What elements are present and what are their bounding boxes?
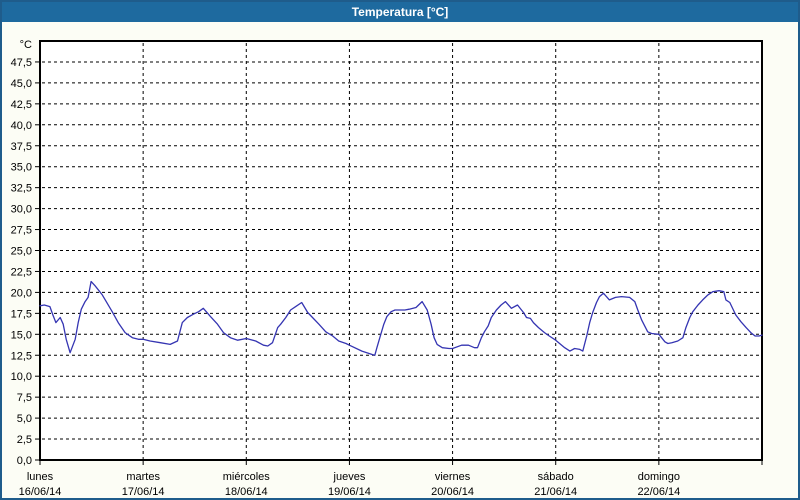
- y-tick-label: 0,0: [17, 455, 32, 467]
- x-day-name-label: lunes: [27, 471, 54, 483]
- y-tick-label: 25,0: [11, 246, 32, 258]
- plot-area: [39, 40, 763, 461]
- y-tick-label: 42,5: [11, 99, 32, 111]
- x-day-date-label: 20/06/14: [431, 486, 474, 498]
- x-day-name-label: sábado: [538, 471, 574, 483]
- y-axis-unit-label: °C: [20, 39, 32, 51]
- y-tick-label: 32,5: [11, 183, 32, 195]
- y-tick-label: 17,5: [11, 308, 32, 320]
- window-title: Temperatura [°C]: [351, 5, 449, 19]
- y-tick-label: 22,5: [11, 266, 32, 278]
- x-day-date-label: 19/06/14: [328, 486, 371, 498]
- y-tick-label: 5,0: [17, 413, 32, 425]
- y-tick-label: 35,0: [11, 162, 32, 174]
- x-day-date-label: 22/06/14: [637, 486, 680, 498]
- y-tick-label: 40,0: [11, 120, 32, 132]
- y-tick-label: 12,5: [11, 350, 32, 362]
- y-tick-label: 30,0: [11, 204, 32, 216]
- y-tick-label: 37,5: [11, 141, 32, 153]
- x-day-name-label: viernes: [435, 471, 471, 483]
- x-day-name-label: martes: [126, 471, 160, 483]
- y-tick-label: 15,0: [11, 329, 32, 341]
- y-tick-label: 20,0: [11, 287, 32, 299]
- x-day-name-label: jueves: [333, 471, 366, 483]
- y-tick-label: 27,5: [11, 225, 32, 237]
- y-tick-label: 7,5: [17, 392, 32, 404]
- x-day-date-label: 21/06/14: [534, 486, 577, 498]
- temperature-line: [39, 280, 763, 356]
- x-day-date-label: 16/06/14: [19, 486, 62, 498]
- y-tick-label: 47,5: [11, 57, 32, 69]
- y-tick-label: 2,5: [17, 434, 32, 446]
- window-titlebar[interactable]: Temperatura [°C]: [2, 2, 798, 22]
- x-day-date-label: 17/06/14: [122, 486, 165, 498]
- y-tick-label: 10,0: [11, 371, 32, 383]
- x-day-name-label: miércoles: [223, 471, 271, 483]
- temperature-chart: 0,0 2,5 5,0 7,5 10,0 12,5 15,0 17,5 20,0 22,5 25,0…: [11, 39, 763, 498]
- x-day-date-label: 18/06/14: [225, 486, 268, 498]
- y-tick-label: 45,0: [11, 78, 32, 90]
- x-day-name-label: domingo: [638, 471, 680, 483]
